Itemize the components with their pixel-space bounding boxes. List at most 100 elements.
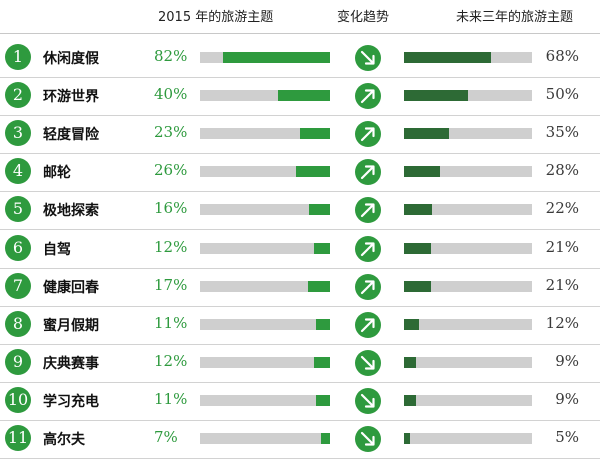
pct-future-label: 68% — [545, 47, 579, 65]
bar-2015 — [315, 318, 330, 330]
row-divider — [0, 267, 600, 269]
trend-down-arrow-icon — [355, 45, 381, 71]
bar-track-future — [404, 242, 532, 254]
bar-2015 — [307, 280, 330, 292]
trend-up-arrow-icon — [355, 197, 381, 224]
pct-future-label: 21% — [545, 237, 579, 256]
header-trend: 变化趋势 — [337, 10, 390, 25]
pct-2015-label: 12% — [154, 237, 188, 256]
bar-track-future — [404, 52, 532, 63]
pct-future-label: 9% — [555, 389, 579, 408]
bar-future — [404, 204, 433, 216]
rank-badge: 11 — [5, 425, 31, 451]
bar-track-2015 — [200, 128, 330, 140]
rank-badge: 10 — [5, 386, 31, 413]
theme-name: 邮轮 — [43, 165, 71, 182]
row-divider — [0, 343, 600, 345]
theme-row: 5 极地探索 16% 22% — [0, 191, 600, 231]
bar-future — [404, 52, 492, 63]
header-2015: 2015 年的旅游主题 — [158, 10, 274, 25]
bar-2015 — [314, 356, 330, 368]
pct-2015-label: 7% — [154, 428, 178, 446]
bar-track-future — [404, 280, 532, 292]
row-divider — [0, 77, 600, 78]
bar-2015 — [314, 242, 330, 254]
theme-name: 蜜月假期 — [43, 317, 99, 334]
bar-track-future — [404, 394, 532, 406]
theme-row: 11 高尔夫 7% 5% — [0, 420, 600, 459]
pct-future-label: 9% — [555, 351, 579, 370]
bar-track-future — [404, 166, 532, 178]
bar-future — [404, 280, 431, 292]
bar-track-2015 — [200, 280, 330, 292]
rank-badge: 9 — [5, 348, 31, 375]
bar-track-2015 — [200, 242, 330, 254]
rank-badge: 8 — [5, 310, 31, 337]
row-divider — [0, 229, 600, 231]
rank-badge: 1 — [5, 44, 31, 70]
pct-2015-label: 11% — [154, 389, 188, 408]
rank-badge: 2 — [5, 82, 31, 109]
theme-name: 健康回春 — [43, 279, 99, 296]
bar-track-future — [404, 433, 532, 444]
pct-future-label: 5% — [555, 428, 579, 446]
pct-2015-label: 12% — [154, 351, 188, 370]
bar-track-2015 — [200, 394, 330, 406]
trend-up-arrow-icon — [355, 273, 381, 300]
bar-future — [404, 394, 416, 406]
row-divider — [0, 381, 600, 383]
rank-badge: 5 — [5, 196, 31, 223]
pct-future-label: 28% — [545, 161, 579, 180]
bar-2015 — [278, 90, 330, 102]
bar-future — [404, 166, 440, 178]
bar-2015 — [320, 433, 330, 444]
trend-down-arrow-icon — [355, 387, 381, 414]
pct-2015-label: 40% — [154, 85, 188, 104]
pct-2015-label: 11% — [154, 313, 188, 332]
theme-name: 休闲度假 — [43, 51, 99, 67]
bar-2015 — [300, 128, 330, 140]
bar-future — [404, 128, 449, 140]
theme-row: 7 健康回春 17% 21% — [0, 268, 600, 307]
trend-down-arrow-icon — [355, 426, 381, 452]
bar-2015 — [223, 52, 330, 63]
theme-name: 自驾 — [43, 241, 71, 258]
theme-row: 2 环游世界 40% 50% — [0, 77, 600, 117]
pct-future-label: 21% — [545, 275, 579, 294]
bar-future — [404, 433, 411, 444]
bar-track-2015 — [200, 204, 330, 216]
theme-row: 8 蜜月假期 11% 12% — [0, 306, 600, 345]
theme-row: 6 自驾 12% 21% — [0, 230, 600, 269]
pct-2015-label: 17% — [154, 275, 188, 294]
theme-name: 轻度冒险 — [43, 127, 99, 144]
pct-2015-label: 82% — [154, 47, 188, 65]
trend-up-arrow-icon — [355, 121, 381, 148]
bar-track-future — [404, 356, 532, 368]
bar-track-2015 — [200, 52, 330, 63]
theme-row: 3 轻度冒险 23% 35% — [0, 115, 600, 155]
bar-track-2015 — [200, 356, 330, 368]
rank-badge: 6 — [5, 234, 31, 261]
bar-track-2015 — [200, 90, 330, 102]
pct-future-label: 22% — [545, 199, 579, 218]
theme-name: 学习充电 — [43, 393, 99, 410]
bar-track-2015 — [200, 166, 330, 178]
trend-up-arrow-icon — [355, 83, 381, 110]
rank-badge: 7 — [5, 272, 31, 299]
theme-name: 环游世界 — [43, 89, 99, 106]
bar-2015 — [296, 166, 330, 178]
theme-row: 1 休闲度假 82% 68% — [0, 39, 600, 78]
trend-up-arrow-icon — [355, 311, 381, 338]
theme-name: 庆典赛事 — [43, 355, 99, 372]
rank-badge: 3 — [5, 120, 31, 147]
header-divider — [0, 33, 600, 34]
pct-future-label: 12% — [545, 313, 579, 332]
header-future: 未来三年的旅游主题 — [456, 10, 574, 25]
bar-track-2015 — [200, 433, 330, 444]
bar-future — [404, 90, 468, 102]
theme-name: 高尔夫 — [43, 432, 85, 448]
pct-2015-label: 16% — [154, 199, 188, 218]
theme-row: 9 庆典赛事 12% 9% — [0, 344, 600, 383]
trend-up-arrow-icon — [355, 235, 381, 262]
row-divider — [0, 115, 600, 117]
